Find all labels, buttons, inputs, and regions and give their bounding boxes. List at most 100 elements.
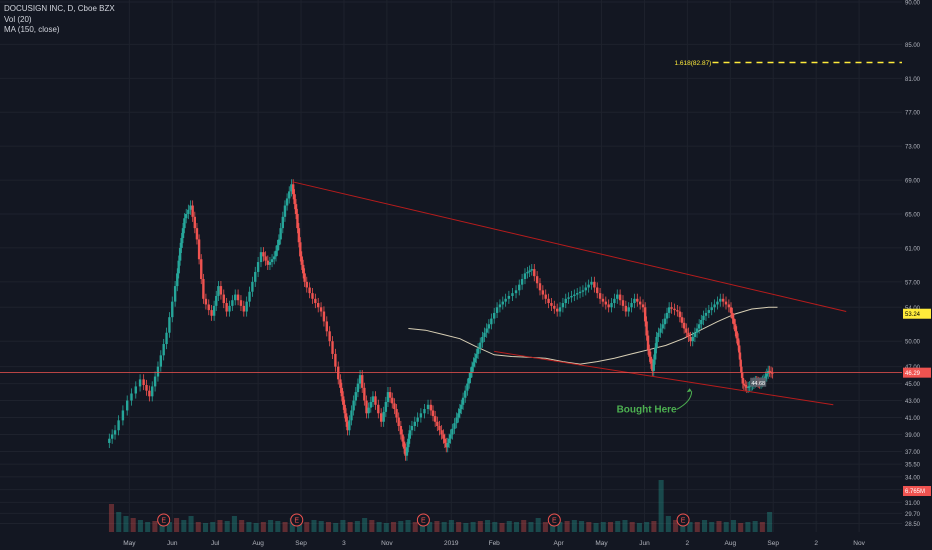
candle-body (173, 286, 177, 302)
candle-body (627, 307, 630, 312)
candle-body (331, 341, 334, 354)
candle-body (419, 413, 423, 418)
candle-body (570, 295, 573, 298)
candle-body (707, 310, 711, 313)
candle-body (578, 291, 582, 294)
volume-bar (463, 523, 469, 532)
candle-body (254, 271, 257, 282)
candle-body (472, 362, 475, 367)
candle-body (391, 397, 394, 404)
candle-body (528, 270, 531, 272)
candle-body (469, 372, 472, 378)
earnings-marker-label: E (552, 518, 557, 525)
candle-body (724, 301, 728, 305)
time-axis-tick-label: May (123, 540, 136, 547)
candle-body (193, 216, 197, 229)
candle-body (189, 205, 192, 210)
candle-body (277, 239, 281, 246)
legend-symbol[interactable]: DOCUSIGN INC, D, Cboe BZX (4, 4, 115, 13)
legend-volume[interactable]: Vol (20) (4, 14, 32, 24)
time-axis-tick-label: 3 (342, 540, 346, 547)
candle-body (234, 294, 237, 301)
time-axis-tick-label: 2 (686, 540, 690, 547)
candle-body (665, 312, 669, 319)
candle-body (413, 421, 416, 426)
volume-bar (304, 522, 310, 532)
candle-body (384, 401, 388, 412)
volume-bar (253, 523, 259, 532)
volume-bar (166, 522, 172, 532)
price-axis-tick-label: 29.70 (905, 512, 921, 518)
price-axis-tick-label: 81.00 (905, 77, 921, 83)
candle-body (667, 307, 671, 313)
candle-body (365, 400, 368, 414)
volume-bar (325, 522, 331, 532)
candle-body (408, 430, 411, 439)
candle-body (156, 366, 160, 377)
volume-bar (607, 522, 614, 532)
candle-body (740, 366, 743, 373)
legend-moving-average[interactable]: MA (150, close) (4, 25, 60, 34)
candle-body (361, 375, 364, 388)
volume-bar (174, 518, 180, 532)
candle-body (504, 298, 507, 302)
candle-body (256, 262, 260, 272)
candle-body (165, 332, 168, 345)
candle-body (283, 205, 287, 217)
candle-body (621, 300, 625, 306)
candle-body (533, 269, 536, 277)
volume-bar (687, 522, 693, 532)
candle-body (744, 385, 747, 387)
candle-body (495, 307, 499, 313)
current-price-badge-label: 46.29 (905, 371, 921, 377)
price-badge-label: 44.68 (751, 381, 765, 387)
fib-level-label: 1.618(82.87) (674, 60, 711, 67)
volume-bar (152, 521, 158, 532)
candle-body (438, 426, 441, 431)
volume-bar (275, 521, 281, 532)
candle-body (520, 279, 524, 285)
candle-body (134, 386, 137, 394)
candle-body (371, 396, 375, 402)
candle-body (181, 228, 185, 239)
candle-body (691, 336, 694, 342)
candle-body (601, 298, 605, 302)
candle-body (369, 401, 372, 408)
candle-body (457, 413, 460, 418)
volume-bar (564, 521, 570, 532)
candle-body (659, 328, 662, 333)
candle-body (479, 342, 482, 349)
candle-body (493, 312, 496, 319)
candle-body (741, 377, 745, 384)
candle-body (405, 447, 409, 456)
price-axis-tick-label: 35.50 (905, 463, 921, 469)
candle-body (768, 370, 771, 372)
support-trendline (494, 350, 834, 406)
candle-body (467, 377, 471, 384)
candle-body (731, 312, 734, 319)
candle-body (431, 410, 435, 417)
volume-bar (419, 523, 426, 532)
candle-body (340, 387, 344, 397)
volume-bar (738, 523, 744, 532)
candle-body (498, 304, 502, 308)
volume-bar (231, 516, 237, 532)
volume-bar (644, 522, 650, 532)
candle-body (153, 376, 157, 387)
candle-body (745, 386, 748, 388)
candle-body (451, 428, 454, 435)
price-axis-tick-label: 41.00 (905, 416, 921, 422)
earnings-marker-label: E (294, 518, 299, 525)
volume-bar (268, 520, 274, 532)
candle-body (501, 301, 504, 305)
candle-body (507, 295, 511, 299)
price-axis-tick-label: 73.00 (905, 145, 921, 151)
candle-body (305, 281, 308, 288)
candle-body (225, 303, 228, 312)
price-axis-tick-label: 90.00 (905, 1, 921, 7)
volume-bar (470, 522, 476, 532)
candle-body (113, 430, 117, 435)
candle-body (555, 308, 559, 312)
